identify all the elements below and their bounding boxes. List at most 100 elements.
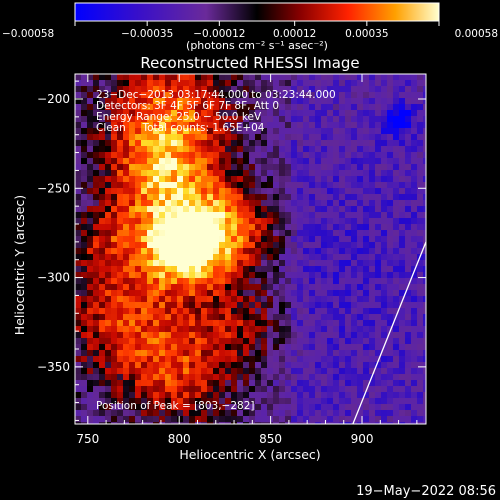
heatmap-cell xyxy=(309,182,316,189)
heatmap-cell xyxy=(201,362,208,369)
heatmap-cell xyxy=(417,128,424,135)
heatmap-cell xyxy=(291,164,298,171)
heatmap-cell xyxy=(399,386,406,393)
heatmap-cell xyxy=(351,128,358,135)
heatmap-cell xyxy=(375,326,382,333)
heatmap-cell xyxy=(399,182,406,189)
heatmap-cell xyxy=(219,410,226,417)
heatmap-cell xyxy=(225,230,232,237)
heatmap-cell xyxy=(75,206,82,213)
heatmap-cell xyxy=(261,266,268,273)
heatmap-cell xyxy=(177,266,184,273)
heatmap-cell xyxy=(303,164,310,171)
heatmap-cell xyxy=(333,272,340,279)
heatmap-cell xyxy=(339,308,346,315)
heatmap-cell xyxy=(339,152,346,159)
heatmap-cell xyxy=(267,98,274,105)
heatmap-cell xyxy=(333,182,340,189)
heatmap-cell xyxy=(111,248,118,255)
heatmap-cell xyxy=(387,290,394,297)
heatmap-cell xyxy=(111,374,118,381)
heatmap-cell xyxy=(177,176,184,183)
heatmap-cell xyxy=(87,266,94,273)
heatmap-cell xyxy=(165,86,172,93)
heatmap-cell xyxy=(249,218,256,225)
heatmap-cell xyxy=(165,242,172,249)
heatmap-cell xyxy=(117,170,124,177)
heatmap-cell xyxy=(147,236,154,243)
heatmap-cell xyxy=(231,116,238,123)
heatmap-cell xyxy=(297,104,304,111)
heatmap-cell xyxy=(81,278,88,285)
heatmap-cell xyxy=(423,206,426,213)
heatmap-cell xyxy=(177,110,184,117)
heatmap-cell xyxy=(225,200,232,207)
heatmap-cell xyxy=(177,272,184,279)
heatmap-cell xyxy=(87,242,94,249)
heatmap-cell xyxy=(135,230,142,237)
heatmap-cell xyxy=(231,206,238,213)
colorbar-unit-label: (photons cm⁻² s⁻¹ asec⁻²) xyxy=(186,39,328,52)
heatmap-cell xyxy=(207,326,214,333)
heatmap-cell xyxy=(177,296,184,303)
heatmap-cell xyxy=(219,188,226,195)
heatmap-cell xyxy=(375,338,382,345)
heatmap-cell xyxy=(351,200,358,207)
heatmap-cell xyxy=(345,404,352,411)
heatmap-cell xyxy=(147,380,154,387)
heatmap-cell xyxy=(417,116,424,123)
heatmap-cell xyxy=(351,110,358,117)
heatmap-cell xyxy=(285,92,292,99)
heatmap-cell xyxy=(279,398,286,405)
heatmap-cell xyxy=(135,134,142,141)
heatmap-cell xyxy=(405,362,412,369)
heatmap-cell xyxy=(219,146,226,153)
heatmap-cell xyxy=(147,182,154,189)
heatmap-cell xyxy=(399,86,406,93)
heatmap-cell xyxy=(189,212,196,219)
heatmap-cell xyxy=(183,86,190,93)
heatmap-cell xyxy=(207,164,214,171)
heatmap-cell xyxy=(273,284,280,291)
heatmap-cell xyxy=(171,398,178,405)
heatmap-cell xyxy=(111,296,118,303)
colorbar-tick-label: 0.00058 xyxy=(455,28,498,40)
heatmap-cell xyxy=(291,338,298,345)
heatmap-cell xyxy=(195,344,202,351)
heatmap-cell xyxy=(81,80,88,87)
heatmap-cell xyxy=(303,194,310,201)
heatmap-cell xyxy=(207,110,214,117)
heatmap-cell xyxy=(393,98,400,105)
heatmap-cell xyxy=(255,74,262,81)
heatmap-cell xyxy=(303,314,310,321)
heatmap-cell xyxy=(273,176,280,183)
heatmap-cell xyxy=(231,386,238,393)
heatmap-cell xyxy=(81,320,88,327)
heatmap-cell xyxy=(399,278,406,285)
heatmap-cell xyxy=(381,212,388,219)
heatmap-cell xyxy=(123,236,130,243)
heatmap-cell xyxy=(171,236,178,243)
heatmap-cell xyxy=(99,284,106,291)
heatmap-cell xyxy=(321,236,328,243)
heatmap-cell xyxy=(75,302,82,309)
heatmap-cell xyxy=(147,350,154,357)
heatmap-cell xyxy=(129,332,136,339)
heatmap-cell xyxy=(309,254,316,261)
heatmap-cell xyxy=(141,194,148,201)
heatmap-cell xyxy=(243,86,250,93)
heatmap-cell xyxy=(363,122,370,129)
heatmap-cell xyxy=(87,410,94,417)
heatmap-cell xyxy=(381,200,388,207)
heatmap-cell xyxy=(141,230,148,237)
heatmap-cell xyxy=(159,278,166,285)
heatmap-cell xyxy=(105,152,112,159)
heatmap-cell xyxy=(189,386,196,393)
heatmap-cell xyxy=(399,212,406,219)
heatmap-cell xyxy=(231,416,238,423)
heatmap-cell xyxy=(75,254,82,261)
heatmap-cell xyxy=(369,248,376,255)
heatmap-cell xyxy=(87,86,94,93)
heatmap-cell xyxy=(99,140,106,147)
heatmap-cell xyxy=(345,386,352,393)
